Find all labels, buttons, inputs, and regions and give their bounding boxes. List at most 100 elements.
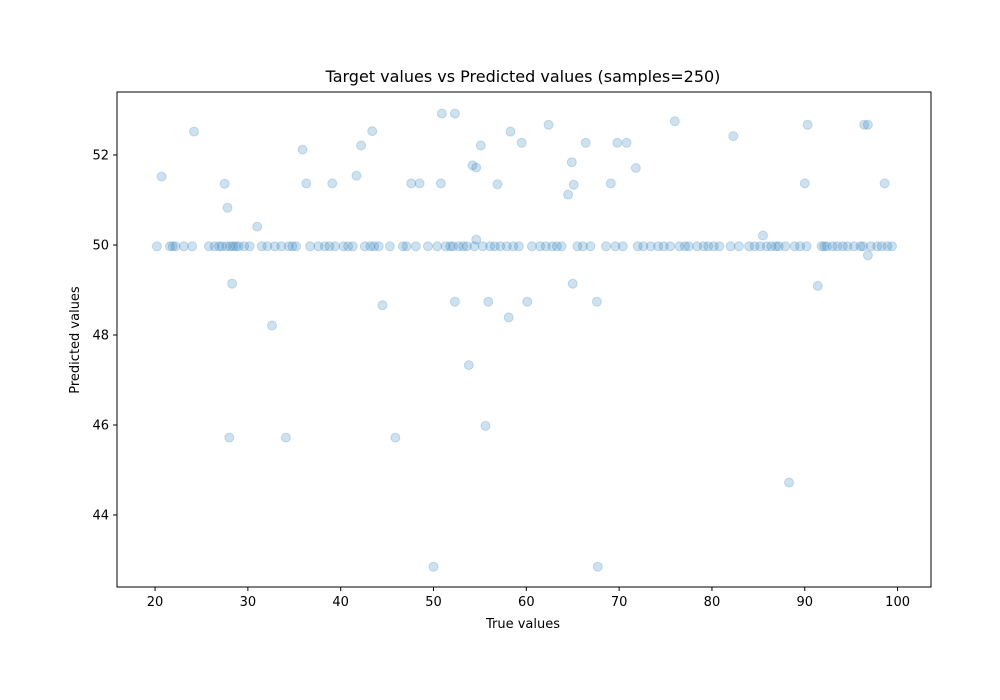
- data-point: [795, 241, 806, 252]
- data-point: [267, 320, 277, 331]
- data-point: [359, 241, 370, 252]
- data-point: [356, 140, 367, 151]
- data-point: [858, 241, 869, 252]
- data-point: [605, 178, 616, 189]
- data-point: [428, 561, 439, 572]
- data-point: [799, 178, 810, 189]
- data-point: [369, 241, 380, 252]
- data-point: [244, 241, 255, 252]
- data-point: [343, 241, 354, 252]
- data-point: [680, 241, 690, 252]
- data-point: [338, 241, 349, 252]
- data-point: [291, 241, 302, 252]
- data-point: [230, 241, 241, 252]
- data-point: [630, 163, 641, 173]
- data-point: [239, 241, 250, 252]
- data-point: [477, 241, 488, 252]
- data-point: [658, 241, 669, 252]
- data-point: [313, 241, 324, 252]
- data-point: [301, 178, 312, 189]
- data-point: [397, 241, 408, 252]
- data-point: [435, 178, 446, 189]
- data-point: [592, 561, 603, 572]
- data-point: [224, 432, 235, 443]
- data-point: [714, 241, 725, 252]
- data-point: [367, 126, 378, 137]
- data-point: [221, 241, 232, 252]
- data-point: [480, 420, 491, 431]
- data-point: [842, 241, 853, 252]
- data-point: [276, 241, 287, 252]
- data-point: [665, 241, 676, 252]
- data-point: [222, 202, 233, 213]
- data-point: [621, 137, 632, 148]
- x-tick-label: 60: [518, 595, 535, 610]
- data-point: [501, 241, 512, 252]
- data-point: [540, 241, 551, 252]
- data-point: [489, 241, 500, 252]
- data-point: [827, 241, 838, 252]
- data-point: [862, 119, 873, 130]
- data-point: [406, 178, 417, 189]
- data-point: [401, 241, 412, 252]
- data-point: [467, 160, 478, 171]
- data-point: [535, 241, 546, 252]
- data-point: [543, 119, 554, 130]
- data-point: [882, 241, 893, 252]
- data-point: [601, 241, 612, 252]
- data-point: [703, 241, 714, 252]
- data-point: [436, 108, 447, 119]
- data-point: [638, 241, 649, 252]
- data-point: [758, 230, 768, 241]
- y-tick-label: 52: [92, 149, 109, 164]
- data-point: [566, 157, 577, 168]
- data-point: [503, 312, 514, 323]
- x-tick-label: 20: [147, 595, 164, 610]
- data-point: [351, 170, 362, 181]
- data-point: [422, 241, 433, 252]
- data-point: [269, 241, 280, 252]
- data-point: [471, 234, 482, 245]
- data-point: [164, 241, 175, 252]
- data-point: [698, 241, 709, 252]
- chart-title: Target values vs Predicted values (sampl…: [325, 67, 721, 86]
- data-point: [567, 278, 578, 289]
- data-point: [645, 241, 656, 252]
- data-point: [563, 189, 574, 200]
- data-point: [324, 241, 335, 252]
- data-point: [812, 280, 823, 291]
- data-point: [384, 241, 395, 252]
- plot-area-frame: [116, 91, 932, 588]
- data-point: [219, 178, 230, 189]
- data-point: [414, 178, 425, 189]
- data-point: [156, 171, 167, 182]
- x-axis-label: True values: [485, 617, 560, 632]
- data-point: [256, 241, 267, 252]
- data-point: [580, 137, 591, 148]
- data-point: [617, 241, 628, 252]
- y-tick-label: 46: [92, 419, 109, 434]
- x-tick-label: 50: [425, 595, 442, 610]
- data-point: [725, 241, 736, 252]
- data-point: [879, 178, 890, 189]
- y-tick-label: 48: [92, 329, 109, 344]
- data-point: [440, 241, 451, 252]
- data-point: [469, 241, 480, 252]
- x-tick-label: 100: [885, 595, 910, 610]
- data-point: [262, 241, 273, 252]
- data-point: [591, 296, 602, 307]
- data-point: [189, 126, 199, 137]
- data-point: [187, 241, 198, 252]
- data-point: [733, 241, 744, 252]
- data-point: [297, 144, 308, 155]
- x-tick-label: 40: [332, 595, 349, 610]
- data-point: [572, 241, 583, 252]
- data-point: [522, 296, 533, 307]
- data-point: [365, 241, 376, 252]
- data-point: [849, 241, 859, 252]
- data-point: [373, 241, 384, 252]
- data-point: [449, 108, 460, 119]
- data-point: [784, 477, 794, 488]
- data-point: [214, 241, 225, 252]
